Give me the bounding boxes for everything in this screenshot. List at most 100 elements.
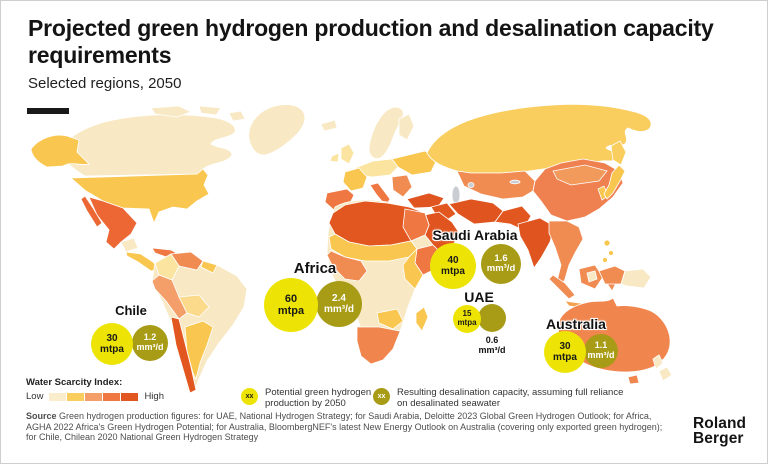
desalination-unit: mm³/d [478, 345, 506, 356]
region-turkey [406, 192, 445, 209]
desalination-value: 1.2 [143, 332, 157, 343]
desalination-value: 2.4 [332, 293, 346, 304]
lake-aral [467, 182, 475, 188]
region-iceland [320, 119, 338, 132]
hydrogen-bubble-saudi-arabia: 40 mtpa [430, 243, 476, 289]
region-indochina [548, 220, 584, 288]
region-new-zealand-south [658, 366, 673, 382]
desalination-bubble-saudi-arabia: 1.6 mm³/d [481, 244, 521, 284]
hydrogen-value: 30 [106, 333, 118, 344]
region-alaska [30, 134, 90, 168]
source-label: Source [26, 411, 57, 421]
region-colombia [154, 253, 180, 281]
hydrogen-unit: mtpa [100, 344, 124, 355]
region-mongolia [552, 164, 608, 186]
hydrogen-legend-marker: xx [241, 388, 258, 405]
legend-item-hydrogen: xx Potential green hydrogen production b… [241, 387, 383, 409]
hydrogen-unit: mtpa [553, 352, 577, 363]
region-united-kingdom [340, 143, 355, 165]
page-subtitle: Selected regions, 2050 [28, 75, 182, 92]
region-greenland [248, 104, 306, 156]
ramp-swatch [67, 392, 85, 401]
region-iran [448, 198, 504, 225]
region-tasmania [627, 374, 640, 385]
region-east-africa [402, 247, 424, 290]
region-borneo-interior [586, 270, 598, 283]
water-scarcity-legend: Low High [26, 391, 164, 402]
region-kamchatka [610, 140, 627, 166]
divider-bar [27, 108, 69, 114]
continent-europe [320, 106, 438, 211]
desalination-bubble-australia: 1.1 mm³/d [584, 334, 618, 368]
hydrogen-value: 40 [447, 255, 459, 266]
ramp-swatch [121, 392, 139, 401]
region-ireland [329, 152, 340, 163]
region-india [517, 217, 555, 269]
lake-caspian [451, 185, 461, 205]
scarcity-low-label: Low [26, 391, 44, 402]
region-arctic-islands [228, 110, 246, 122]
region-canada [60, 114, 236, 177]
hydrogen-value: 15 [462, 309, 472, 319]
ramp-swatch [85, 392, 103, 401]
source-note: Source Green hydrogen production figures… [26, 411, 671, 443]
desalination-unit: mm³/d [587, 350, 615, 360]
region-label-africa: Africa [293, 260, 337, 277]
region-philippines [608, 250, 614, 256]
scarcity-high-label: High [144, 391, 164, 402]
desalination-unit: mm³/d [136, 342, 164, 352]
hydrogen-legend-text: Potential green hydrogen production by 2… [265, 387, 372, 409]
region-finland [398, 113, 415, 141]
region-zambia-zimbabwe [376, 308, 404, 330]
region-guyanas [200, 260, 218, 274]
scarcity-ramp [49, 392, 139, 401]
lake-balkhash [509, 179, 521, 185]
desalination-bubble-chile: 1.2 mm³/d [132, 325, 168, 361]
hydrogen-unit: mtpa [457, 318, 477, 327]
desalination-value: 1.6 [494, 252, 508, 264]
hydrogen-bubble-australia: 30 mtpa [544, 331, 586, 373]
continent-south-america [151, 251, 248, 394]
region-label-saudi-arabia: Saudi Arabia [432, 227, 518, 243]
hydrogen-bubble-chile: 30 mtpa [91, 323, 133, 365]
desalination-bubble-africa: 2.4 mm³/d [316, 281, 362, 327]
desalination-bubble-uae [478, 304, 506, 332]
region-philippines [603, 239, 611, 247]
hydrogen-value: 30 [559, 341, 571, 352]
hydrogen-bubble-uae: 15 mtpa [453, 305, 481, 333]
desalination-value: 0.6 [485, 335, 499, 345]
region-southern-africa [356, 326, 402, 365]
region-label-uae: UAE [464, 289, 494, 305]
logo-line-1: Roland [693, 415, 747, 432]
continent-africa [326, 199, 446, 365]
region-japan [603, 164, 626, 200]
region-philippines [602, 257, 608, 263]
region-sumatra [548, 274, 576, 300]
region-scandinavia [368, 106, 404, 159]
continent-north-america [30, 104, 306, 272]
desalination-unit: mm³/d [324, 304, 354, 315]
region-eastern-europe [391, 150, 438, 176]
region-chile [170, 316, 197, 394]
region-france [342, 167, 368, 192]
water-scarcity-legend-title: Water Scarcity Index: [26, 377, 123, 388]
region-baja [80, 195, 103, 228]
region-balkans [391, 174, 413, 198]
legend-item-desalination: xx Resulting desalination capacity, assu… [373, 387, 635, 409]
region-arctic-islands [150, 105, 193, 118]
region-label-chile: Chile [115, 303, 147, 318]
region-arctic-islands [198, 105, 222, 116]
roland-berger-logo: Roland Berger [693, 415, 747, 447]
ramp-swatch [103, 392, 121, 401]
source-text: Green hydrogen production figures: for U… [26, 411, 663, 442]
ramp-swatch [49, 392, 67, 401]
region-papua-new-guinea [620, 268, 652, 289]
page-title: Projected green hydrogen production and … [28, 15, 714, 68]
desalination-caption-uae: 0.6 mm³/d [461, 335, 523, 356]
region-label-australia: Australia [546, 316, 606, 332]
logo-line-2: Berger [693, 430, 744, 447]
hydrogen-bubble-africa: 60 mtpa [264, 278, 318, 332]
desalination-value: 1.1 [594, 340, 608, 351]
region-madagascar [415, 306, 429, 332]
